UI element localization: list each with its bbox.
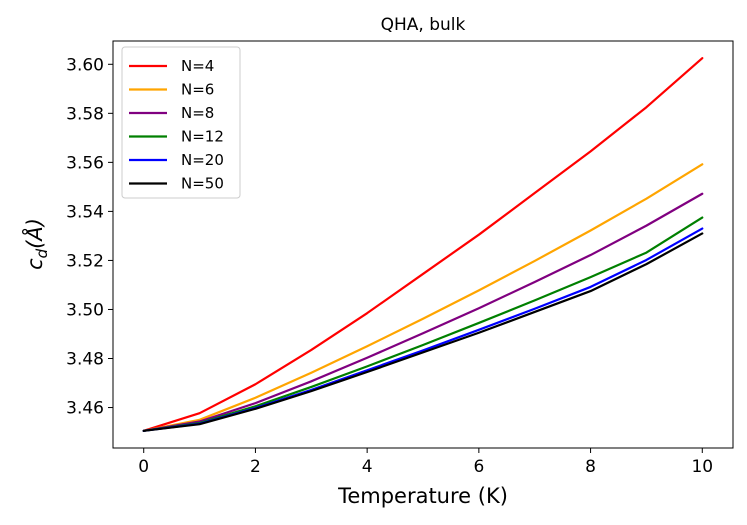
series-line-n-12 (142, 216, 704, 432)
series-line-n-4 (142, 57, 704, 432)
y-axis-label-base: c (23, 258, 47, 270)
legend-label: N=12 (181, 128, 224, 146)
legend-label: N=4 (181, 57, 214, 75)
y-axis-label: cd(Å) (21, 218, 51, 270)
x-tick-label: 0 (138, 457, 149, 477)
legend-label: N=6 (181, 81, 214, 99)
y-tick-label: 3.48 (66, 350, 104, 370)
series-line-n-8 (142, 192, 704, 432)
x-axis-ticks: 0 2 4 6 8 10 (138, 448, 713, 477)
y-axis-label-sub: d (33, 248, 51, 258)
y-tick-label: 3.54 (66, 202, 104, 222)
y-tick-label: 3.58 (66, 104, 104, 124)
plot-frame (112, 40, 734, 449)
y-tick-label: 3.60 (66, 55, 104, 75)
y-tick-label: 3.46 (66, 399, 104, 419)
x-tick-label: 4 (362, 457, 373, 477)
x-tick-label: 8 (585, 457, 596, 477)
legend-label: N=8 (181, 104, 214, 122)
y-tick-label: 3.56 (66, 153, 104, 173)
y-tick-label: 3.52 (66, 251, 104, 271)
legend-label: N=20 (181, 151, 224, 169)
series-line-n-50 (142, 232, 704, 432)
chart-title: QHA, bulk (381, 15, 466, 35)
x-tick-label: 10 (691, 457, 713, 477)
x-tick-label: 6 (473, 457, 484, 477)
y-axis-label-rest: (Å) (21, 218, 47, 249)
y-tick-label: 3.50 (66, 300, 104, 320)
legend-label: N=50 (181, 175, 224, 193)
x-axis-label: Temperature (K) (337, 484, 508, 508)
x-tick-label: 2 (250, 457, 261, 477)
legend: N=4 N=6 N=8 N=12 N=20 N=50 (121, 46, 241, 199)
series-line-n-20 (142, 227, 704, 432)
plot-area (142, 57, 704, 432)
series-line-n-6 (142, 163, 704, 432)
y-axis-ticks: 3.46 3.48 3.50 3.52 3.54 3.56 3.58 3.60 (66, 55, 113, 419)
